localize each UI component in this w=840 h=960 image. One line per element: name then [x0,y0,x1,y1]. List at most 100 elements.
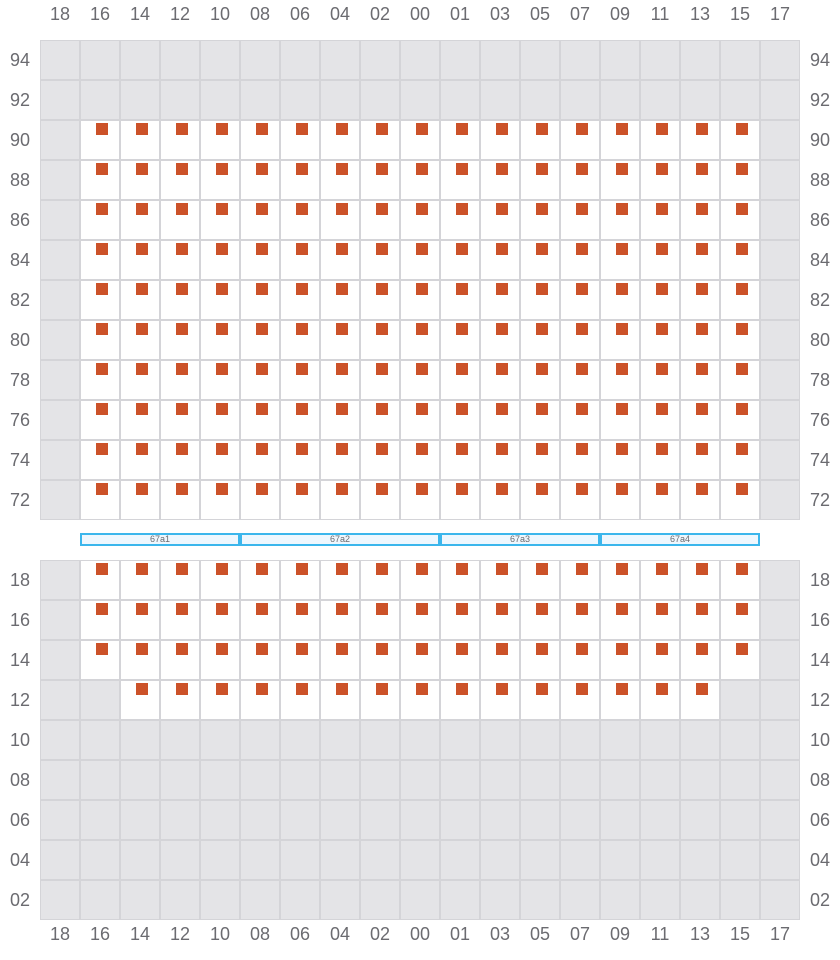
seat-marker[interactable] [96,443,108,455]
seat-cell[interactable] [320,320,360,360]
seat-marker[interactable] [496,643,508,655]
seat-marker[interactable] [456,603,468,615]
seat-marker[interactable] [616,403,628,415]
seat-cell[interactable] [560,640,600,680]
seat-marker[interactable] [256,123,268,135]
seat-marker[interactable] [696,283,708,295]
seat-marker[interactable] [256,403,268,415]
seat-cell[interactable] [320,600,360,640]
seat-cell[interactable] [440,160,480,200]
seat-marker[interactable] [736,363,748,375]
seat-cell[interactable] [320,200,360,240]
seat-marker[interactable] [176,683,188,695]
seat-marker[interactable] [456,363,468,375]
seat-cell[interactable] [280,200,320,240]
seat-cell[interactable] [160,320,200,360]
seat-cell[interactable] [80,600,120,640]
seat-marker[interactable] [416,163,428,175]
seat-cell[interactable] [160,680,200,720]
seat-marker[interactable] [336,203,348,215]
seat-marker[interactable] [96,603,108,615]
seat-marker[interactable] [296,363,308,375]
seat-marker[interactable] [736,163,748,175]
seat-marker[interactable] [216,243,228,255]
seat-marker[interactable] [696,323,708,335]
seat-cell[interactable] [560,560,600,600]
seat-marker[interactable] [336,683,348,695]
seat-marker[interactable] [696,643,708,655]
block-label[interactable]: 67a4 [600,533,760,546]
seat-marker[interactable] [136,363,148,375]
seat-marker[interactable] [496,203,508,215]
seat-cell[interactable] [520,680,560,720]
seat-marker[interactable] [616,443,628,455]
seat-cell[interactable] [640,360,680,400]
seat-cell[interactable] [160,160,200,200]
seat-cell[interactable] [80,200,120,240]
seat-marker[interactable] [576,243,588,255]
seat-marker[interactable] [616,643,628,655]
seat-marker[interactable] [736,403,748,415]
seat-cell[interactable] [480,600,520,640]
seat-cell[interactable] [480,640,520,680]
seat-marker[interactable] [216,123,228,135]
seat-marker[interactable] [736,483,748,495]
seat-marker[interactable] [536,643,548,655]
seat-cell[interactable] [360,440,400,480]
seat-cell[interactable] [560,160,600,200]
seat-cell[interactable] [80,120,120,160]
seat-cell[interactable] [600,480,640,520]
seat-marker[interactable] [96,163,108,175]
seat-marker[interactable] [216,163,228,175]
seat-cell[interactable] [80,480,120,520]
seat-cell[interactable] [440,600,480,640]
seat-cell[interactable] [200,360,240,400]
seat-cell[interactable] [280,160,320,200]
seat-cell[interactable] [360,400,400,440]
seat-cell[interactable] [720,400,760,440]
seat-cell[interactable] [80,280,120,320]
seat-marker[interactable] [576,603,588,615]
seat-marker[interactable] [296,643,308,655]
seat-marker[interactable] [96,643,108,655]
seat-marker[interactable] [496,563,508,575]
seat-cell[interactable] [120,480,160,520]
seat-cell[interactable] [320,440,360,480]
seat-marker[interactable] [616,243,628,255]
seat-marker[interactable] [576,443,588,455]
seat-cell[interactable] [280,240,320,280]
seat-cell[interactable] [600,160,640,200]
seat-cell[interactable] [440,360,480,400]
seat-cell[interactable] [280,600,320,640]
seat-marker[interactable] [536,203,548,215]
seat-cell[interactable] [280,280,320,320]
seat-marker[interactable] [456,683,468,695]
seat-marker[interactable] [656,563,668,575]
seat-marker[interactable] [216,603,228,615]
seat-cell[interactable] [320,360,360,400]
seat-marker[interactable] [416,283,428,295]
seat-marker[interactable] [496,403,508,415]
seat-cell[interactable] [400,400,440,440]
seat-cell[interactable] [560,320,600,360]
seat-marker[interactable] [456,403,468,415]
seat-marker[interactable] [96,203,108,215]
seat-cell[interactable] [680,640,720,680]
seat-marker[interactable] [296,243,308,255]
seat-cell[interactable] [400,200,440,240]
seat-marker[interactable] [736,203,748,215]
seat-cell[interactable] [640,400,680,440]
seat-cell[interactable] [600,360,640,400]
seat-marker[interactable] [136,283,148,295]
seat-cell[interactable] [360,200,400,240]
seat-marker[interactable] [296,483,308,495]
seat-cell[interactable] [720,640,760,680]
block-label[interactable]: 67a3 [440,533,600,546]
seat-marker[interactable] [736,323,748,335]
seat-cell[interactable] [320,560,360,600]
seat-marker[interactable] [496,683,508,695]
seat-cell[interactable] [360,480,400,520]
seat-cell[interactable] [360,680,400,720]
seat-marker[interactable] [136,563,148,575]
seat-marker[interactable] [416,483,428,495]
